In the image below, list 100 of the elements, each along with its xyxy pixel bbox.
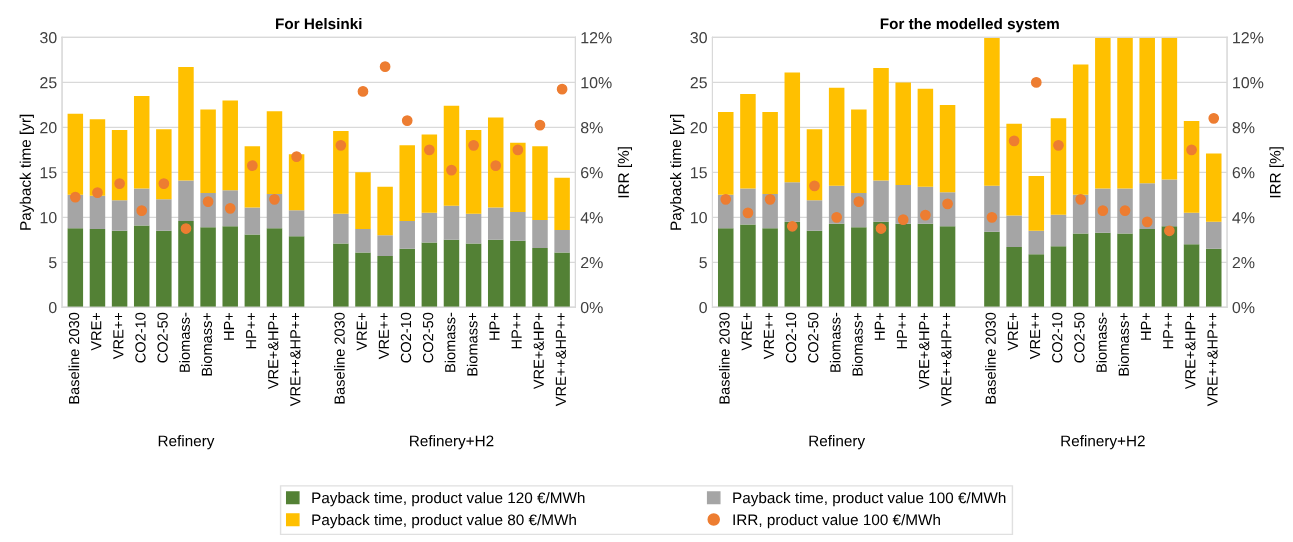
- bar: [89, 195, 106, 230]
- x-tick-label: Baseline 2030: [68, 312, 80, 404]
- point: [1141, 216, 1153, 228]
- point: [1053, 140, 1064, 151]
- bar: [532, 146, 548, 221]
- x-tick-label: VRE+: [741, 312, 752, 351]
- point: [764, 193, 776, 205]
- bar: [1139, 37, 1155, 184]
- bar: [156, 199, 172, 231]
- bar: [333, 243, 349, 308]
- bar: [532, 220, 548, 248]
- x-tick-label: VRE+&HP+: [268, 312, 279, 390]
- bar: [487, 207, 504, 240]
- x-tick-label: Biomass-: [179, 312, 190, 372]
- y-tick-label: 0: [48, 301, 57, 314]
- y-tick-label: 25: [40, 77, 57, 89]
- bar: [510, 142, 526, 212]
- text: Refinery+H2: [410, 435, 494, 450]
- x-tick-label: VRE+: [1007, 312, 1018, 351]
- y-tick-label: 15: [40, 167, 57, 179]
- point: [114, 178, 125, 189]
- bar: [1050, 246, 1067, 308]
- bar: [784, 182, 801, 222]
- legend-label: Payback time, product value 100 €/MWh: [733, 492, 1006, 507]
- bar: [806, 129, 823, 201]
- bar: [784, 221, 801, 308]
- bar: [895, 82, 911, 185]
- bar: [1028, 254, 1045, 308]
- point: [291, 151, 302, 162]
- x-tick-label: Biomass-: [1096, 312, 1107, 372]
- x-tick-label: HP+: [489, 312, 500, 340]
- y-tick-label: 30: [40, 32, 57, 44]
- bar: [1072, 64, 1089, 195]
- bar: [1161, 179, 1178, 227]
- bar: [333, 130, 349, 214]
- point: [809, 180, 820, 192]
- bar: [465, 130, 482, 214]
- text: Refinery: [158, 435, 215, 450]
- y2-tick-label: 10%: [1233, 77, 1264, 89]
- bar: [1050, 118, 1067, 215]
- bar: [1117, 37, 1133, 189]
- bar: [762, 228, 778, 308]
- bar: [421, 242, 438, 308]
- bar: [133, 225, 150, 308]
- x-tick-label: VRE+&HP+: [919, 312, 930, 390]
- point: [468, 140, 479, 151]
- x-tick-label: VRE+: [91, 312, 102, 351]
- x-tick-label: HP+: [1140, 312, 1151, 340]
- bar: [1205, 221, 1222, 249]
- x-tick-label: Biomass-: [444, 312, 456, 372]
- bar: [487, 117, 504, 208]
- point: [246, 160, 258, 171]
- point: [920, 209, 931, 221]
- bar: [377, 235, 393, 257]
- x-tick-label: CO2-50: [808, 312, 819, 363]
- point: [401, 115, 413, 126]
- y-tick-label: 25: [690, 77, 707, 89]
- bar: [355, 172, 371, 230]
- bar: [111, 200, 128, 231]
- x-tick-label: HP+: [223, 312, 234, 340]
- bar: [1050, 214, 1067, 247]
- point: [897, 214, 909, 225]
- y-axis-title: Payback time [yr]: [19, 114, 34, 230]
- bar: [133, 95, 150, 189]
- bar: [984, 231, 1000, 308]
- x-tick-label: Baseline 2030: [985, 312, 996, 404]
- bar: [111, 230, 128, 308]
- x-tick-label: Biomass+: [466, 312, 478, 376]
- bar: [156, 230, 172, 308]
- y2-tick-label: 0%: [1232, 301, 1255, 314]
- y-tick-label: 15: [691, 167, 707, 179]
- point: [720, 193, 732, 205]
- x-tick-label: HP++: [511, 312, 522, 349]
- point: [853, 196, 865, 207]
- point: [158, 178, 170, 189]
- point: [202, 196, 214, 207]
- x-tick-label: Biomass+: [201, 312, 213, 376]
- bar: [1117, 233, 1133, 308]
- point: [424, 144, 435, 156]
- bar: [717, 112, 734, 195]
- legend-label: Payback time, product value 80 €/MWh: [312, 514, 576, 529]
- y2-tick-label: 6%: [581, 166, 603, 179]
- bar: [443, 105, 460, 206]
- x-tick-label: CO2-10: [135, 312, 146, 363]
- bar: [554, 252, 570, 308]
- legend-label: IRR, product value 100 €/MWh: [733, 514, 940, 529]
- y-axis-title: Payback time [yr]: [670, 114, 685, 230]
- point: [1030, 77, 1042, 88]
- x-tick-label: VRE++&HP++: [555, 312, 567, 407]
- bar: [1028, 230, 1045, 255]
- point: [269, 193, 280, 205]
- x-tick-label: VRE++&HP++: [290, 312, 301, 407]
- x-tick-label: VRE+&HP+: [1185, 312, 1196, 390]
- point: [556, 83, 568, 95]
- bar: [399, 248, 415, 308]
- bar: [1183, 244, 1200, 308]
- y2-tick-label: 8%: [1232, 122, 1255, 134]
- bar: [828, 223, 845, 308]
- point: [1008, 135, 1020, 147]
- x-tick-label: Baseline 2030: [334, 312, 345, 404]
